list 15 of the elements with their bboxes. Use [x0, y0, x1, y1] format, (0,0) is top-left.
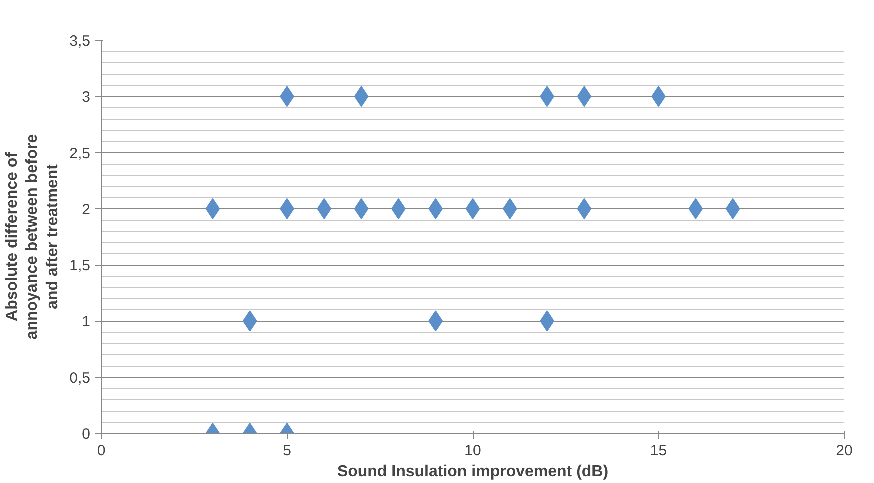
x-tick-label: 15: [650, 442, 668, 460]
x-tick-label: 10: [464, 442, 482, 460]
y-tick-label: 2: [82, 201, 90, 218]
y-tick-label: 3,5: [70, 33, 91, 50]
x-tick-label: 0: [97, 442, 106, 460]
x-tick-label: 5: [283, 442, 292, 460]
y-axis-title: Absolute difference of annoyance between before and after treatment: [4, 134, 62, 340]
y-tick-label: 1: [82, 314, 90, 331]
y-tick-label: 3: [82, 89, 90, 106]
y-tick-label: 1,5: [70, 258, 91, 275]
x-axis-title: Sound Insulation improvement (dB): [337, 464, 609, 480]
y-tick-label: 0,5: [70, 370, 91, 387]
x-tick-label: 20: [836, 442, 853, 460]
y-tick-label: 0: [82, 426, 90, 443]
y-tick-label: 2,5: [70, 145, 91, 162]
